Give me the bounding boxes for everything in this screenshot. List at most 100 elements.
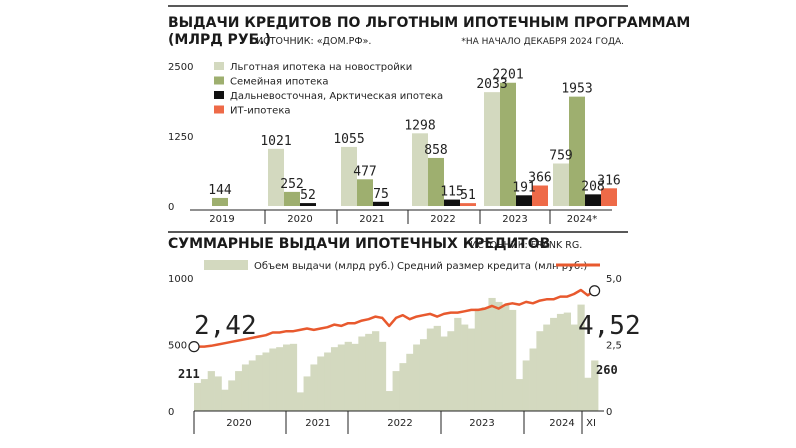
legend-label: Семейная ипотека xyxy=(230,77,329,88)
bar xyxy=(553,163,569,206)
volume-bar xyxy=(570,324,578,411)
line-end-marker xyxy=(588,285,601,297)
volume-bar xyxy=(591,360,599,411)
legend-swatch xyxy=(214,91,224,99)
volume-bar xyxy=(228,380,236,411)
chart2-title: СУММАРНЫЕ ВЫДАЧИ ИПОТЕЧНЫХ КРЕДИТОВ xyxy=(168,236,550,252)
bar xyxy=(569,96,585,206)
volume-bar xyxy=(392,371,400,411)
area-start-label: 211 xyxy=(178,367,200,381)
volume-bar xyxy=(454,317,462,411)
y-right-tick-label: 5,0 xyxy=(606,274,622,285)
category-label: 2019 xyxy=(209,214,234,225)
bar xyxy=(484,92,500,206)
volume-bar xyxy=(399,363,407,411)
volume-bar xyxy=(324,352,332,411)
legend-label-area: Объем выдачи (млрд руб.) xyxy=(254,261,394,272)
volume-bar xyxy=(296,392,304,411)
volume-bar xyxy=(358,336,366,411)
chart2-source: ИСТОЧНИК: FRANK RG. xyxy=(470,240,582,251)
volume-bar xyxy=(440,336,448,411)
y-left-tick-label: 1000 xyxy=(168,274,193,285)
volume-bar xyxy=(556,313,565,411)
avg-size-line xyxy=(197,288,596,348)
bar xyxy=(212,197,228,206)
bar xyxy=(601,188,617,206)
bar xyxy=(500,82,516,206)
volume-bar xyxy=(543,324,551,411)
bar-value-label: 191 xyxy=(512,180,535,195)
bar xyxy=(341,146,357,206)
bar-value-label: 144 xyxy=(208,183,232,198)
y-right-tick-label: 0 xyxy=(606,407,612,418)
bar-value-label: 115 xyxy=(440,185,463,200)
volume-bar xyxy=(508,309,517,411)
category-label: 2021 xyxy=(359,214,384,225)
volume-bar xyxy=(365,333,373,411)
bar xyxy=(357,179,373,206)
volume-bar xyxy=(502,304,510,411)
volume-bar xyxy=(481,307,489,411)
volume-bar xyxy=(488,297,496,411)
volume-bar xyxy=(413,344,421,411)
bar-value-label: 1055 xyxy=(333,132,364,147)
volume-bar xyxy=(269,348,277,411)
volume-bar xyxy=(426,328,435,411)
bar xyxy=(412,133,428,206)
legend-swatch xyxy=(214,76,224,85)
volume-bar xyxy=(529,348,537,411)
volume-bar xyxy=(461,324,469,411)
bar xyxy=(300,203,316,206)
bar-value-label: 2033 xyxy=(476,77,507,92)
bar xyxy=(284,191,300,206)
bar-value-label: 1953 xyxy=(561,82,592,97)
bar xyxy=(268,148,284,206)
chart1-note: *НА НАЧАЛО ДЕКАБРЯ 2024 ГОДА. xyxy=(461,37,624,47)
volume-bar xyxy=(351,343,359,411)
bar-value-label: 477 xyxy=(353,164,376,179)
line-start-marker xyxy=(188,341,200,353)
y-left-tick-label: 500 xyxy=(168,341,187,352)
volume-bar xyxy=(515,379,524,411)
bar-value-label: 759 xyxy=(549,148,572,163)
x-axis-label: 2023 xyxy=(469,418,494,429)
y-left-tick-label: 0 xyxy=(168,407,174,418)
bar-value-label: 75 xyxy=(373,187,389,202)
volume-bar xyxy=(317,356,325,411)
x-axis-label: XI xyxy=(586,418,596,429)
volume-bar xyxy=(207,371,215,411)
category-label: 2022 xyxy=(430,214,455,225)
volume-bar xyxy=(467,328,476,411)
bar xyxy=(585,194,601,206)
x-axis-label: 2020 xyxy=(226,418,251,429)
volume-bar xyxy=(536,331,544,411)
volume-bar xyxy=(474,308,482,411)
volume-bar xyxy=(255,355,263,411)
bar xyxy=(428,157,444,206)
bar-value-label: 52 xyxy=(300,188,316,203)
legend-swatch xyxy=(214,105,224,114)
area-end-label: 260 xyxy=(596,363,618,377)
volume-bar xyxy=(563,312,572,411)
volume-bar xyxy=(447,331,455,411)
y-right-tick-label: 2,5 xyxy=(606,341,622,352)
volume-bar xyxy=(344,341,352,411)
bar xyxy=(373,201,389,206)
legend-swatch-area xyxy=(204,260,248,270)
legend-label: Льготная ипотека на новостройки xyxy=(230,62,412,73)
bar xyxy=(444,199,460,206)
volume-bar xyxy=(310,364,318,411)
bar-value-label: 858 xyxy=(424,143,447,158)
volume-bar xyxy=(337,344,346,411)
volume-bar xyxy=(235,371,243,411)
bar-value-label: 252 xyxy=(280,177,303,192)
bar-value-label: 316 xyxy=(597,173,620,188)
category-label: 2023 xyxy=(502,214,527,225)
chart1-title: ВЫДАЧИ КРЕДИТОВ ПО ЛЬГОТНЫМ ИПОТЕЧНЫМ ПР… xyxy=(168,15,690,31)
x-axis-label: 2021 xyxy=(305,418,330,429)
volume-bar xyxy=(577,304,585,411)
volume-bar xyxy=(330,347,339,411)
line-start-label: 2,42 xyxy=(194,311,257,341)
